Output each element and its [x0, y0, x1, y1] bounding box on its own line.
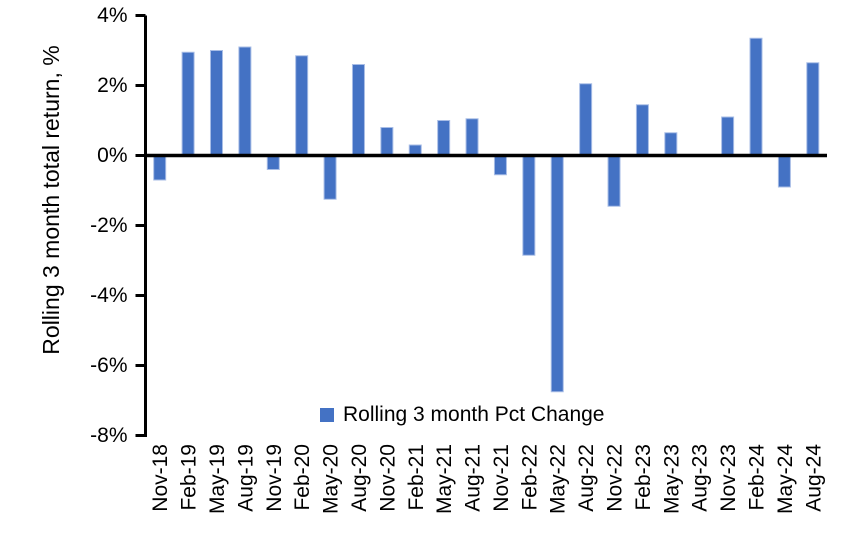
bar-nov-21 — [493, 155, 507, 176]
x-tick-label-nov-18: Nov-18 — [149, 444, 172, 512]
bar-may-24 — [777, 155, 791, 188]
x-tick-label-aug-22: Aug-22 — [575, 444, 598, 512]
x-tick-label-aug-24: Aug-24 — [802, 444, 825, 512]
x-tick-label-may-22: May-22 — [547, 444, 570, 514]
x-tick-label-may-24: May-24 — [774, 444, 797, 514]
x-tick-label-feb-21: Feb-21 — [405, 444, 428, 511]
x-tick-label-nov-21: Nov-21 — [490, 444, 513, 512]
bar-nov-20 — [380, 127, 394, 156]
bar-feb-23 — [635, 104, 649, 156]
y-tick-label: 4% — [97, 4, 127, 27]
x-tick-label-aug-21: Aug-21 — [462, 444, 485, 512]
legend: Rolling 3 month Pct Change — [320, 403, 605, 427]
y-tick-label: -8% — [90, 424, 127, 447]
x-tick-label-feb-23: Feb-23 — [632, 444, 655, 511]
x-tick-label-aug-23: Aug-23 — [689, 444, 712, 512]
bar-feb-22 — [522, 155, 536, 256]
x-tick-label-nov-22: Nov-22 — [604, 444, 627, 512]
bar-nov-19 — [266, 155, 280, 170]
bar-aug-21 — [465, 118, 479, 156]
x-tick-label-aug-19: Aug-19 — [234, 444, 257, 512]
bar-nov-18 — [153, 155, 167, 181]
x-tick-label-may-23: May-23 — [660, 444, 683, 514]
bar-nov-22 — [607, 155, 621, 207]
bar-may-23 — [664, 132, 678, 156]
x-tick-label-may-21: May-21 — [433, 444, 456, 514]
y-tick-label: -4% — [90, 284, 127, 307]
y-tick-label: -2% — [90, 214, 127, 237]
bar-aug-22 — [579, 83, 593, 156]
x-tick-label-feb-22: Feb-22 — [518, 444, 541, 511]
bar-nov-23 — [721, 116, 735, 156]
bar-aug-19 — [238, 46, 252, 156]
x-tick-label-feb-19: Feb-19 — [178, 444, 201, 511]
bar-may-19 — [209, 50, 223, 156]
y-axis-title: Rolling 3 month total return, % — [38, 45, 64, 355]
x-tick-label-nov-20: Nov-20 — [376, 444, 399, 512]
y-tick-label: -6% — [90, 354, 127, 377]
bar-may-20 — [323, 155, 337, 200]
x-tick-label-feb-20: Feb-20 — [291, 444, 314, 511]
bar-aug-20 — [351, 64, 365, 156]
bar-may-22 — [550, 155, 564, 393]
x-tick-label-nov-23: Nov-23 — [717, 444, 740, 512]
bar-feb-20 — [295, 55, 309, 156]
x-tick-label-may-19: May-19 — [206, 444, 229, 514]
y-tick-label: 2% — [97, 74, 127, 97]
x-tick-label-feb-24: Feb-24 — [746, 444, 769, 511]
x-tick-label-aug-20: Aug-20 — [348, 444, 371, 512]
bar-may-21 — [437, 120, 451, 156]
legend-label: Rolling 3 month Pct Change — [343, 403, 605, 426]
bar-aug-24 — [806, 62, 820, 156]
bar-feb-19 — [181, 51, 195, 156]
bar-feb-24 — [749, 37, 763, 156]
x-tick-label-may-20: May-20 — [320, 444, 343, 514]
y-tick-label: 0% — [97, 144, 127, 167]
legend-swatch-icon — [320, 408, 334, 422]
x-tick-label-nov-19: Nov-19 — [263, 444, 286, 512]
